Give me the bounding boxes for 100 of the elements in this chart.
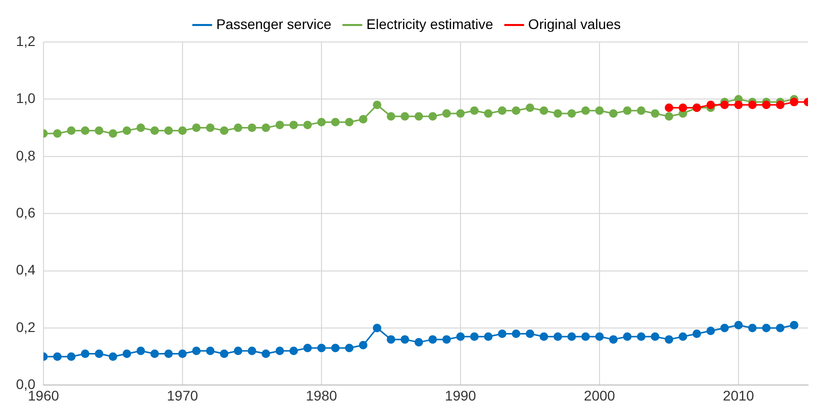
point (178, 349, 187, 358)
point (554, 109, 562, 118)
point (664, 335, 674, 344)
point (67, 126, 76, 135)
point (623, 332, 632, 341)
point (67, 352, 76, 361)
point (220, 126, 228, 135)
point (164, 126, 173, 135)
point (692, 329, 702, 338)
point (80, 126, 90, 135)
point (790, 98, 798, 106)
point (428, 112, 437, 121)
x-tick-label: 1990 (444, 387, 476, 404)
point (220, 349, 228, 358)
point (650, 109, 660, 118)
point (790, 320, 798, 330)
point (136, 346, 146, 356)
point (776, 324, 784, 332)
point (414, 112, 424, 121)
point (150, 126, 159, 135)
point (122, 349, 132, 358)
point (206, 124, 215, 132)
point (776, 100, 784, 110)
point (234, 124, 242, 132)
point (108, 129, 118, 138)
point (498, 329, 506, 338)
point (498, 106, 506, 115)
point (636, 106, 646, 115)
point (150, 349, 159, 358)
point (595, 106, 604, 115)
y-tick-label: 0,0 (16, 376, 36, 392)
point (345, 118, 354, 126)
point (122, 126, 132, 135)
point (664, 104, 674, 112)
point (484, 109, 493, 118)
point (358, 340, 368, 350)
point (442, 109, 451, 118)
point (262, 124, 270, 132)
point (456, 332, 465, 341)
legend-label: Passenger service (216, 16, 332, 32)
x-tick-label: 2010 (722, 387, 754, 404)
point (526, 104, 534, 112)
point (331, 118, 340, 126)
point (664, 112, 674, 121)
point (136, 124, 146, 132)
point (512, 329, 520, 338)
y-tick-label: 0,8 (16, 147, 36, 164)
point (595, 332, 604, 341)
point (414, 338, 424, 347)
point (192, 346, 201, 356)
point (762, 100, 771, 110)
point (678, 104, 688, 112)
point (358, 114, 368, 124)
point (178, 126, 187, 135)
point (526, 329, 534, 338)
point (512, 106, 520, 115)
point (678, 332, 688, 341)
y-tick-label: 0,4 (16, 262, 36, 278)
point (609, 335, 618, 344)
y-tick-label: 0,6 (16, 204, 36, 220)
point (720, 100, 729, 110)
x-tick-label: 1980 (306, 387, 338, 404)
point (317, 118, 326, 126)
point (554, 332, 562, 341)
point (581, 106, 590, 115)
y-tick-label: 0,2 (16, 318, 36, 335)
point (276, 120, 284, 130)
point (94, 349, 104, 358)
point (164, 349, 173, 358)
point (706, 326, 715, 336)
point (248, 346, 256, 356)
point (636, 332, 646, 341)
point (94, 126, 104, 135)
point (386, 112, 396, 121)
point (456, 109, 465, 118)
point (108, 352, 118, 361)
point (484, 332, 493, 341)
point (734, 100, 743, 110)
legend-label: Original values (528, 16, 621, 32)
point (372, 324, 382, 332)
point (734, 320, 743, 330)
point (192, 124, 201, 132)
point (748, 100, 757, 110)
point (567, 332, 576, 341)
point (748, 324, 757, 332)
point (386, 335, 396, 344)
point (470, 332, 479, 341)
y-tick-label: 1,0 (16, 90, 36, 106)
point (372, 100, 382, 110)
point (706, 100, 715, 110)
point (650, 332, 660, 341)
point (53, 352, 62, 361)
point (331, 344, 340, 352)
point (540, 332, 548, 341)
x-tick-label: 2000 (584, 387, 616, 404)
point (234, 346, 242, 356)
point (567, 109, 576, 118)
x-tick-label: 1970 (166, 387, 198, 404)
point (400, 112, 410, 121)
point (80, 349, 90, 358)
